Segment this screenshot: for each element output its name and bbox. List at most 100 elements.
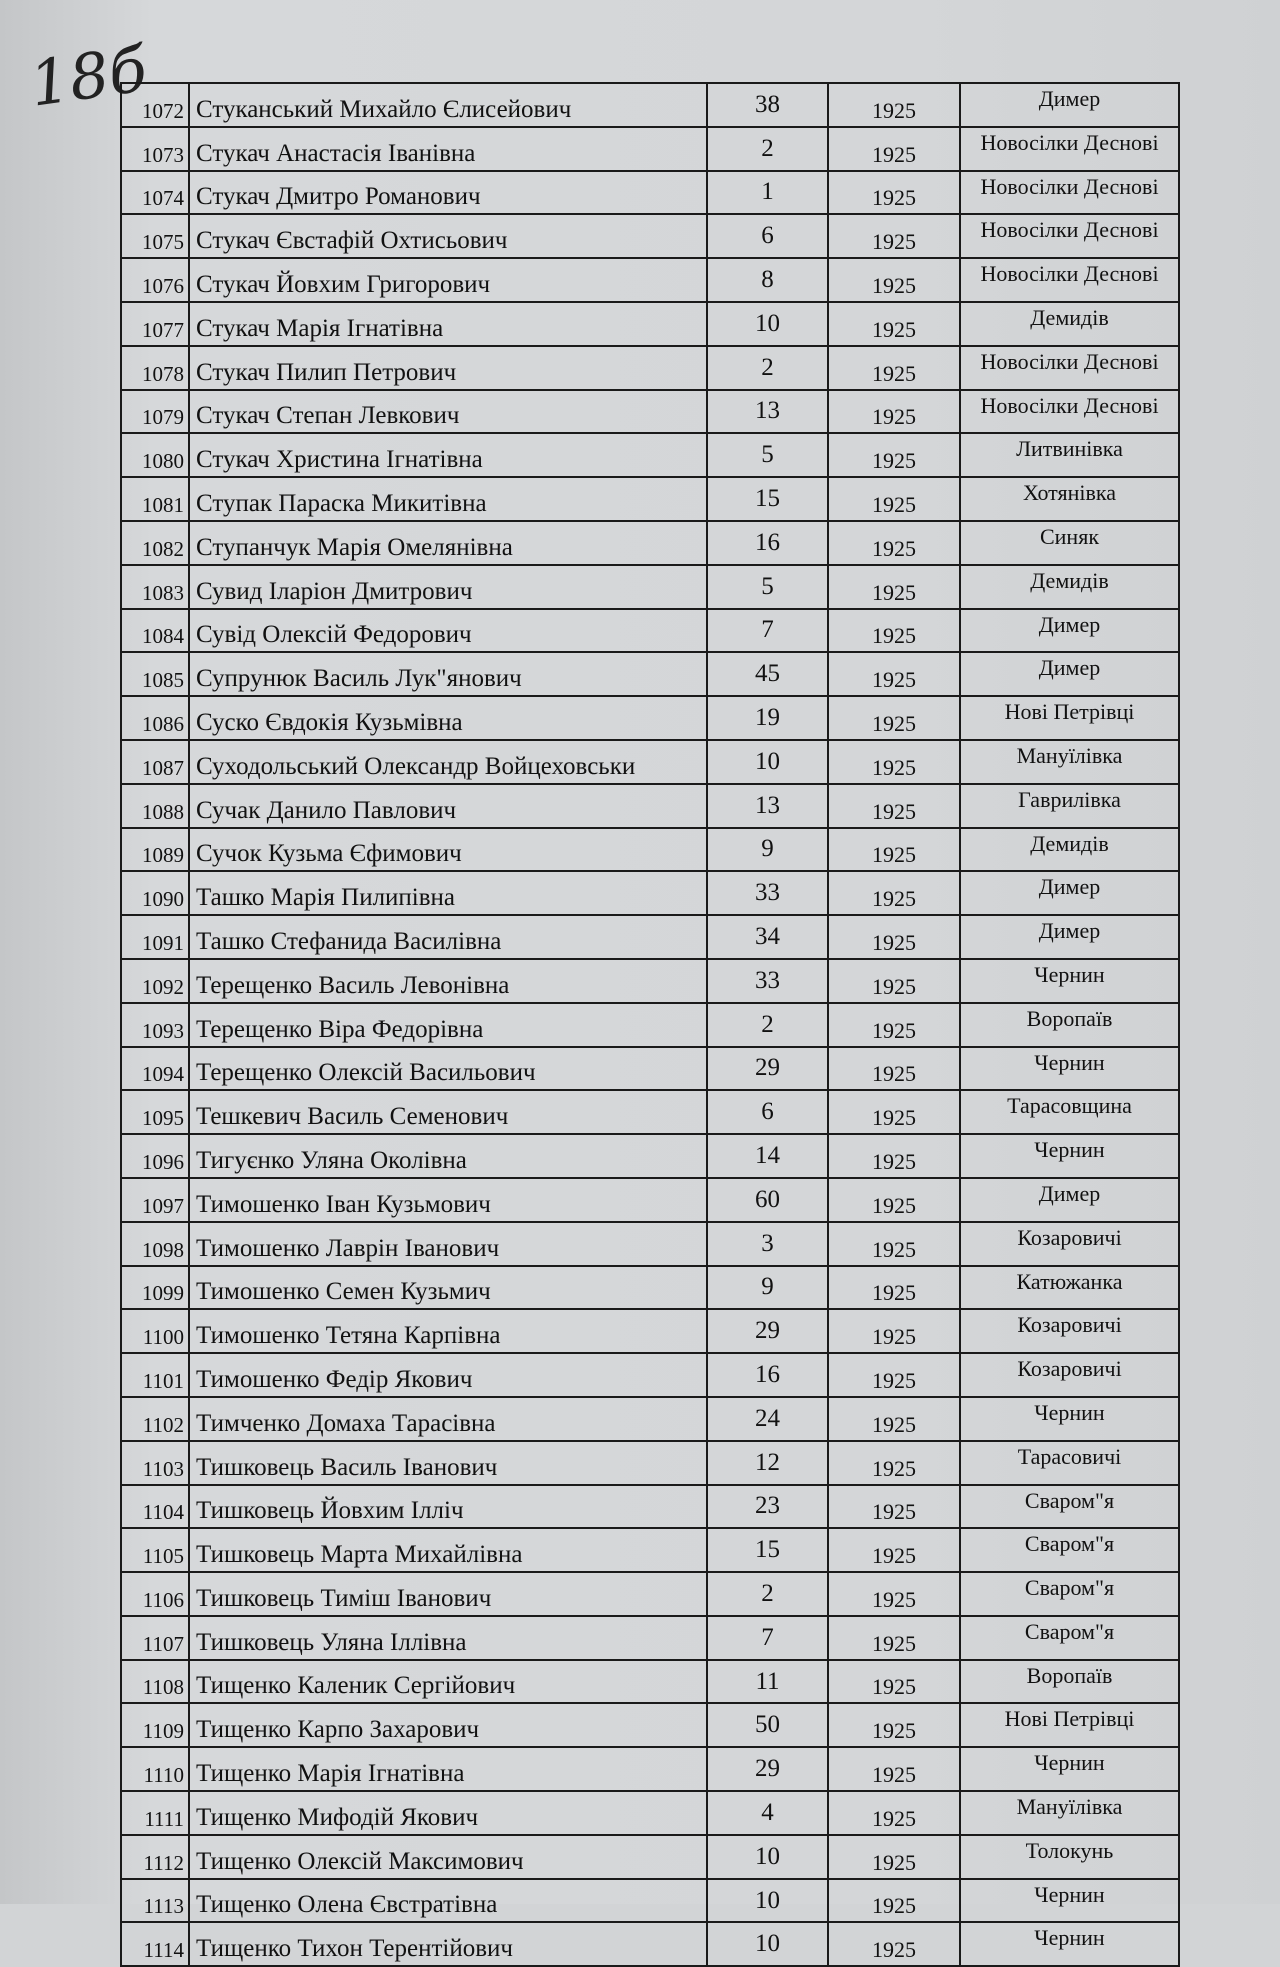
person-name: Супрунюк Василь Лук"янович xyxy=(188,651,708,698)
village-name: Новосілки Деснові xyxy=(959,257,1180,303)
table-row: 1076 Стукач Йовхим Григорович 8 1925 Новосіл… xyxy=(120,257,1180,303)
year-value: 1925 xyxy=(827,1790,961,1836)
person-name: Суходольський Олександр Войцеховськи xyxy=(188,738,708,785)
row-number: 1081 xyxy=(120,476,190,522)
table-row: 1089 Сучок Кузьма Єфимович 9 1925 Демидів xyxy=(120,826,1180,873)
row-number: 1094 xyxy=(120,1045,190,1092)
village-name: Козаровичі xyxy=(959,1352,1180,1398)
age-value: 2 xyxy=(706,125,829,172)
person-name: Тищенко Олена Євстратівна xyxy=(188,1877,708,1924)
row-number: 1098 xyxy=(120,1220,190,1267)
age-value: 2 xyxy=(706,1571,829,1617)
person-name: Тищенко Каленик Сергійович xyxy=(188,1658,708,1705)
row-number: 1074 xyxy=(120,169,190,216)
row-number: 1089 xyxy=(120,826,190,873)
year-value: 1925 xyxy=(827,563,961,610)
age-value: 6 xyxy=(706,1089,829,1136)
year-value: 1925 xyxy=(827,388,961,435)
person-name: Стукач Дмитро Романович xyxy=(188,169,708,216)
table-row: 1103 Тишковець Василь Іванович 12 1925 Тарас… xyxy=(120,1439,1180,1486)
age-value: 34 xyxy=(706,914,829,960)
year-value: 1925 xyxy=(827,1395,961,1442)
row-number: 1087 xyxy=(120,738,190,785)
age-value: 29 xyxy=(706,1308,829,1355)
year-value: 1925 xyxy=(827,257,961,303)
age-value: 1 xyxy=(706,169,829,216)
age-value: 33 xyxy=(706,870,829,917)
age-value: 45 xyxy=(706,651,829,698)
age-value: 6 xyxy=(706,213,829,260)
year-value: 1925 xyxy=(827,782,961,829)
table-row: 1092 Терещенко Василь Левонівна 33 1925 Черн… xyxy=(120,957,1180,1004)
table-row: 1081 Ступак Параска Микитівна 15 1925 Хотяні… xyxy=(120,476,1180,522)
person-name: Тишковець Василь Іванович xyxy=(188,1439,708,1486)
year-value: 1925 xyxy=(827,1746,961,1793)
row-number: 1106 xyxy=(120,1571,190,1617)
age-value: 10 xyxy=(706,1877,829,1924)
person-name: Тищенко Карпо Захарович xyxy=(188,1702,708,1749)
year-value: 1925 xyxy=(827,213,961,260)
table-row: 1090 Ташко Марія Пилипівна 33 1925 Димер xyxy=(120,870,1180,917)
row-number: 1091 xyxy=(120,914,190,960)
person-name: Стукач Анастасія Іванівна xyxy=(188,125,708,172)
village-name: Литвинівка xyxy=(959,432,1180,479)
village-name: Сваром"я xyxy=(959,1483,1180,1530)
row-number: 1075 xyxy=(120,213,190,260)
table-row: 1105 Тишковець Марта Михайлівна 15 1925 Свар… xyxy=(120,1527,1180,1574)
row-number: 1085 xyxy=(120,651,190,698)
person-name: Сучак Данило Павлович xyxy=(188,782,708,829)
table-row: 1104 Тишковець Йовхим Ілліч 23 1925 Сваром"я xyxy=(120,1483,1180,1530)
village-name: Гаврилівка xyxy=(959,782,1180,829)
person-name: Стукач Йовхим Григорович xyxy=(188,257,708,303)
village-name: Козаровичі xyxy=(959,1220,1180,1267)
person-name: Ташко Стефанида Василівна xyxy=(188,914,708,960)
village-name: Демидів xyxy=(959,300,1180,347)
age-value: 16 xyxy=(706,519,829,566)
village-name: Толокунь xyxy=(959,1833,1180,1880)
row-number: 1101 xyxy=(120,1352,190,1398)
village-name: Воропаїв xyxy=(959,1658,1180,1705)
village-name: Чернин xyxy=(959,1746,1180,1793)
table-row: 1097 Тимошенко Іван Кузьмович 60 1925 Димер xyxy=(120,1176,1180,1223)
age-value: 10 xyxy=(706,1833,829,1880)
year-value: 1925 xyxy=(827,914,961,960)
year-value: 1925 xyxy=(827,519,961,566)
table-row: 1112 Тищенко Олексій Максимович 10 1925 Толо… xyxy=(120,1833,1180,1880)
table-row: 1108 Тищенко Каленик Сергійович 11 1925 Воро… xyxy=(120,1658,1180,1705)
person-name: Суско Євдокія Кузьмівна xyxy=(188,695,708,741)
year-value: 1925 xyxy=(827,1089,961,1136)
table-row: 1098 Тимошенко Лаврін Іванович 3 1925 Козаро… xyxy=(120,1220,1180,1267)
age-value: 5 xyxy=(706,432,829,479)
person-name: Тищенко Марія Ігнатівна xyxy=(188,1746,708,1793)
table-row: 1075 Стукач Євстафій Охтисьович 6 1925 Новос… xyxy=(120,213,1180,260)
year-value: 1925 xyxy=(827,1220,961,1267)
age-value: 50 xyxy=(706,1702,829,1749)
year-value: 1925 xyxy=(827,82,961,128)
row-number: 1084 xyxy=(120,607,190,654)
village-name: Чернин xyxy=(959,1921,1180,1967)
age-value: 15 xyxy=(706,476,829,522)
table-row: 1111 Тищенко Мифодій Якович 4 1925 Мануїлівк… xyxy=(120,1790,1180,1836)
row-number: 1073 xyxy=(120,125,190,172)
table-row: 1107 Тишковець Уляна Іллівна 7 1925 Сваром"я xyxy=(120,1614,1180,1661)
person-name: Ступак Параска Микитівна xyxy=(188,476,708,522)
age-value: 19 xyxy=(706,695,829,741)
village-name: Мануїлівка xyxy=(959,1790,1180,1836)
person-name: Стукач Христина Ігнатівна xyxy=(188,432,708,479)
village-name: Нові Петрівці xyxy=(959,695,1180,741)
table-row: 1096 Тигуєнко Уляна Околівна 14 1925 Чернин xyxy=(120,1133,1180,1179)
person-name: Тишковець Тиміш Іванович xyxy=(188,1571,708,1617)
row-number: 1096 xyxy=(120,1133,190,1179)
row-number: 1111 xyxy=(120,1790,190,1836)
age-value: 10 xyxy=(706,738,829,785)
row-number: 1099 xyxy=(120,1264,190,1311)
person-name: Тигуєнко Уляна Околівна xyxy=(188,1133,708,1179)
village-name: Сваром"я xyxy=(959,1614,1180,1661)
table-row: 1114 Тищенко Тихон Терентійович 10 1925 Черн… xyxy=(120,1921,1180,1967)
row-number: 1113 xyxy=(120,1877,190,1924)
village-name: Димер xyxy=(959,82,1180,128)
year-value: 1925 xyxy=(827,300,961,347)
age-value: 8 xyxy=(706,257,829,303)
table-row: 1091 Ташко Стефанида Василівна 34 1925 Димер xyxy=(120,914,1180,960)
row-number: 1078 xyxy=(120,344,190,391)
